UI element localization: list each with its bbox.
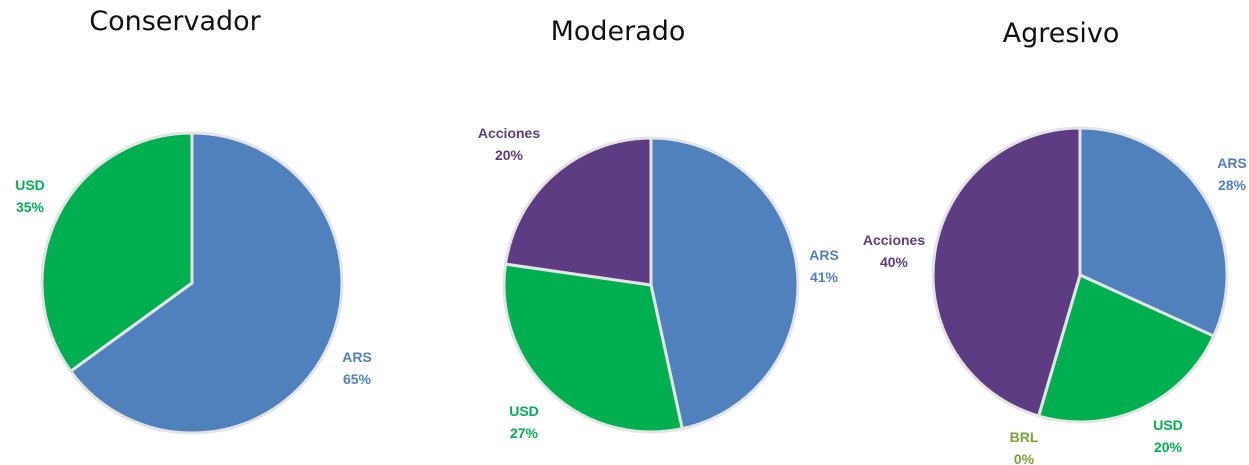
chart-title: Conservador: [89, 6, 261, 37]
slice-value: 0%: [1014, 451, 1035, 465]
slice-name: Acciones: [478, 125, 540, 141]
chart-title: Moderado: [551, 16, 686, 47]
slice-value: 65%: [343, 371, 372, 387]
slice-value: 41%: [810, 269, 839, 285]
pie-slice: [503, 136, 653, 287]
pie-slice: [69, 131, 344, 435]
slice-value: 28%: [1218, 177, 1247, 193]
slice-name: ARS: [1217, 155, 1247, 171]
slice-name: ARS: [809, 247, 839, 263]
pie-slice: [931, 126, 1082, 418]
slice-name: USD: [1153, 417, 1183, 433]
pie-slice: [502, 262, 684, 434]
slice-value: 20%: [1154, 439, 1183, 455]
chart-title: Agresivo: [1003, 18, 1120, 49]
slice-value: 20%: [495, 147, 524, 163]
slice-name: USD: [15, 177, 45, 193]
slice-name: BRL: [1010, 429, 1039, 445]
slice-value: 27%: [510, 425, 539, 441]
pie-slice: [649, 136, 800, 431]
slice-name: USD: [509, 403, 539, 419]
slice-name: ARS: [342, 349, 372, 365]
pie-slice: [1037, 273, 1216, 424]
slice-value: 40%: [880, 254, 909, 270]
slice-name: Acciones: [863, 232, 925, 248]
pie-slice: [40, 131, 194, 373]
slice-value: 35%: [16, 199, 45, 215]
pie-slice: [1078, 126, 1229, 338]
